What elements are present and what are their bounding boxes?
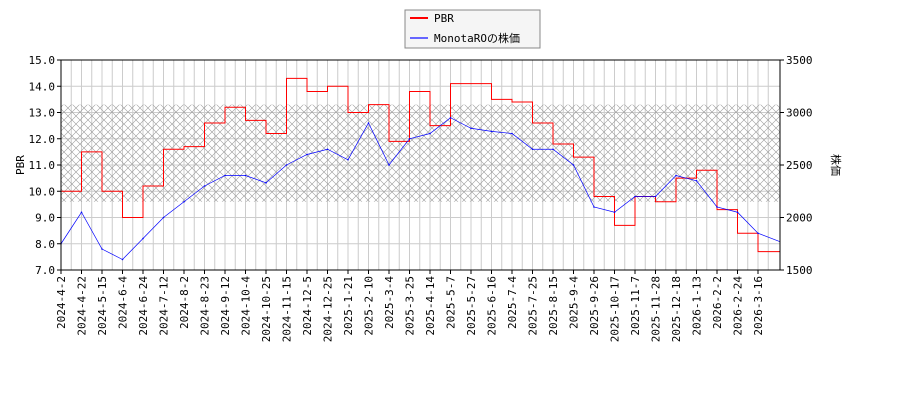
- x-tick-label: 2026-3-16: [752, 276, 765, 336]
- y-tick-label-left: 14.0: [29, 80, 56, 93]
- x-tick-label: 2025-10-17: [609, 276, 622, 342]
- price-point: [511, 132, 513, 135]
- x-tick-label: 2025-8-15: [547, 276, 560, 336]
- x-tick-label: 2025-5-7: [445, 276, 458, 329]
- price-point: [306, 153, 308, 156]
- axes: 2024-4-2 2024-4-22 2024-5-15 2024-6-4 2024-6…: [29, 54, 813, 342]
- price-point: [326, 148, 329, 151]
- y-tick-label-left: 15.0: [29, 54, 56, 67]
- x-tick-label: 2025-7-25: [527, 276, 540, 336]
- price-point: [572, 164, 575, 166]
- price-point: [654, 195, 657, 198]
- x-tick-label: 2025-9-4: [568, 276, 581, 329]
- x-tick-label: 2024-10-25: [260, 276, 273, 342]
- x-tick-label: 2025-4-14: [424, 276, 437, 336]
- price-point: [244, 174, 247, 177]
- y-axis-right-label: 株価: [829, 154, 843, 176]
- pbr-line: [61, 77, 780, 253]
- price-point: [347, 158, 349, 161]
- price-point: [490, 130, 493, 133]
- x-tick-label: 2025-11-28: [650, 276, 663, 342]
- x-tick-label: 2024-9-12: [219, 276, 232, 336]
- price-point: [285, 164, 288, 166]
- legend: PBR MonotaROの株価: [404, 9, 541, 49]
- price-point: [408, 137, 411, 140]
- x-tick-label: 2025-2-10: [363, 276, 376, 336]
- y-tick-label-left: 12.0: [29, 133, 56, 146]
- legend-label-pbr: PBR: [434, 12, 454, 25]
- price-point: [388, 164, 390, 166]
- price-point: [552, 148, 554, 151]
- x-tick-label: 2025-5-27: [465, 276, 478, 336]
- x-tick-label: 2025-3-25: [404, 276, 417, 336]
- price-point: [162, 216, 165, 219]
- price-point: [80, 211, 83, 214]
- x-tick-label: 2024-11-15: [281, 276, 294, 342]
- x-tick-label: 2024-6-4: [117, 276, 130, 329]
- x-tick-label: 2024-10-4: [240, 276, 253, 336]
- x-tick-label: 2026-1-13: [691, 276, 704, 336]
- price-point: [449, 116, 452, 119]
- x-tick-label: 2025-6-16: [486, 276, 499, 336]
- price-point: [593, 206, 595, 208]
- price-point: [101, 248, 103, 250]
- x-tick-label: 2024-6-24: [137, 276, 150, 336]
- x-tick-label: 2025-11-7: [629, 276, 642, 336]
- price-line: [60, 117, 781, 260]
- price-point: [121, 258, 124, 261]
- x-tick-label: 2024-8-23: [199, 276, 212, 336]
- y-tick-label-right: 2000: [786, 212, 813, 225]
- x-tick-label: 2025-3-4: [383, 276, 396, 329]
- x-tick-label: 2024-12-5: [301, 276, 314, 336]
- price-point: [531, 148, 534, 151]
- x-tick-label: 2025-1-21: [342, 276, 355, 336]
- y-tick-label-left: 10.0: [29, 185, 56, 198]
- y-tick-label-right: 3000: [786, 107, 813, 120]
- x-tick-label: 2026-2-24: [732, 276, 745, 336]
- series-layer: [60, 77, 781, 261]
- price-point: [183, 200, 185, 203]
- x-tick-label: 2024-4-22: [76, 276, 89, 336]
- x-tick-label: 2025-9-26: [588, 276, 601, 336]
- x-tick-label: 2024-4-2: [55, 276, 68, 329]
- x-tick-label: 2025-7-4: [506, 276, 519, 329]
- x-tick-label: 2024-5-15: [96, 276, 109, 336]
- y-tick-label-right: 1500: [786, 264, 813, 277]
- y-tick-label-left: 11.0: [29, 159, 56, 172]
- price-point: [675, 174, 677, 177]
- y-tick-label-left: 13.0: [29, 107, 56, 120]
- y-tick-label-right: 2500: [786, 159, 813, 172]
- price-point: [265, 182, 267, 184]
- y-tick-label-left: 9.0: [35, 212, 55, 225]
- x-tick-label: 2025-12-18: [670, 276, 683, 342]
- price-point: [429, 132, 431, 135]
- y-tick-label-left: 7.0: [35, 264, 55, 277]
- price-point: [613, 211, 616, 214]
- x-tick-label: 2024-8-2: [178, 276, 191, 329]
- price-point: [736, 211, 739, 214]
- price-point: [224, 174, 226, 177]
- x-tick-label: 2024-12-25: [322, 276, 335, 342]
- legend-label-price: MonotaROの株価: [434, 31, 520, 45]
- price-point: [470, 127, 472, 130]
- y-tick-label-right: 3500: [786, 54, 813, 67]
- price-point: [716, 206, 718, 208]
- hatched-band: [61, 104, 780, 202]
- x-tick-label: 2026-2-2: [711, 276, 724, 329]
- price-point: [203, 185, 206, 187]
- price-point: [367, 122, 370, 124]
- price-point: [142, 237, 144, 240]
- price-point: [757, 232, 759, 235]
- price-point: [695, 179, 698, 182]
- price-point: [634, 195, 636, 198]
- y-tick-label-left: 8.0: [35, 238, 55, 251]
- y-axis-left-label: PBR: [14, 155, 27, 175]
- x-tick-label: 2024-7-12: [158, 276, 171, 336]
